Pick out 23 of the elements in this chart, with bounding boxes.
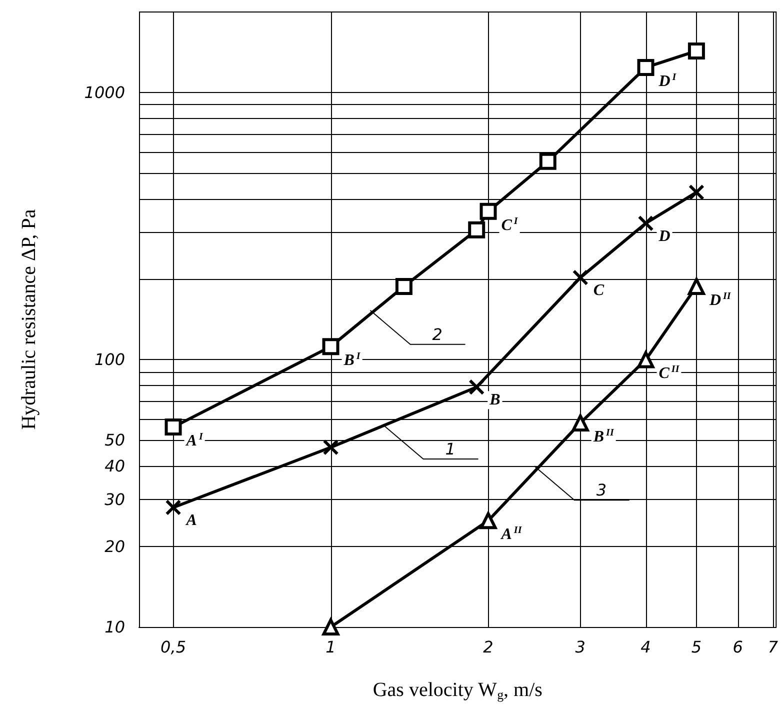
x-tick-label: 0,5 — [160, 638, 186, 656]
annotation: B — [488, 392, 501, 409]
y-tick-label: 10 — [104, 618, 125, 636]
annotation: D — [658, 228, 671, 245]
x-tick-label: 3 — [575, 638, 586, 656]
y-tick-label: 50 — [104, 430, 125, 450]
x-tick-label: 7 — [768, 638, 779, 656]
y-tick-label: 100 — [94, 350, 125, 370]
annotation: A — [185, 512, 198, 529]
annotation: 1 — [445, 439, 456, 458]
y-tick-label: 1000 — [84, 82, 125, 102]
x-tick-label: 1 — [326, 638, 336, 656]
y-tick-label: 30 — [104, 490, 125, 509]
y-tick-label: 20 — [104, 537, 125, 556]
y-axis-title: Hydraulic resistance ΔP, Pa — [18, 209, 40, 430]
x-tick-label: 5 — [691, 638, 702, 656]
x-tick-label: 2 — [483, 638, 494, 656]
annotation: C — [593, 282, 604, 300]
annotation: 3 — [596, 480, 607, 500]
x-tick-label: 4 — [640, 638, 651, 656]
x-tick-label: 6 — [732, 638, 743, 656]
y-tick-label: 40 — [104, 456, 125, 476]
annotation: 2 — [432, 324, 442, 344]
